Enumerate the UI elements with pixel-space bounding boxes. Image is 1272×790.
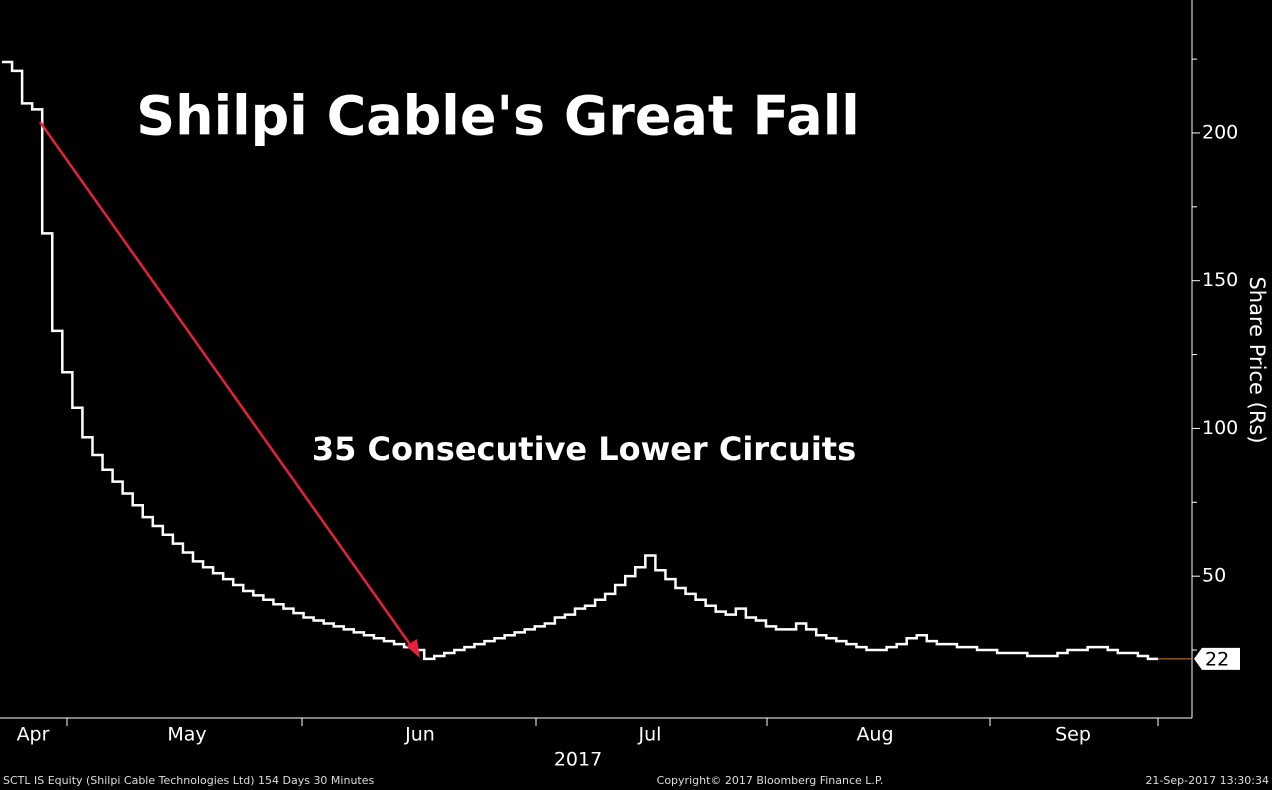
- annotation: 35 Consecutive Lower Circuits: [312, 430, 856, 468]
- price-line: [2, 60, 1158, 661]
- y-tick-label: 150: [1202, 269, 1238, 291]
- footer-center: Copyright© 2017 Bloomberg Finance L.P.: [657, 774, 884, 787]
- footer-right: 21-Sep-2017 13:30:34: [1145, 774, 1269, 787]
- x-tick-label: Sep: [1055, 724, 1091, 746]
- x-tick-label: Jul: [638, 724, 662, 746]
- x-tick-label: Jun: [404, 724, 435, 746]
- footer-left: SCTL IS Equity (Shilpi Cable Technologie…: [3, 774, 375, 787]
- arrowhead: [406, 639, 420, 658]
- x-axis-label: 2017: [554, 749, 602, 771]
- arrow: [38, 121, 416, 651]
- last-price-box: [1194, 647, 1240, 670]
- x-tick-label: Aug: [856, 724, 893, 746]
- chart-title: Shilpi Cable's Great Fall: [136, 85, 859, 148]
- x-tick-label: Apr: [17, 724, 50, 746]
- y-tick-label: 100: [1202, 417, 1238, 439]
- y-tick-label: 50: [1202, 565, 1226, 587]
- x-tick-label: May: [167, 724, 206, 746]
- y-tick-label: 200: [1202, 121, 1238, 143]
- marks: [2, 60, 1158, 661]
- last-price-label: 22: [1205, 648, 1229, 670]
- y-axis-label: Share Price (Rs): [1245, 276, 1269, 443]
